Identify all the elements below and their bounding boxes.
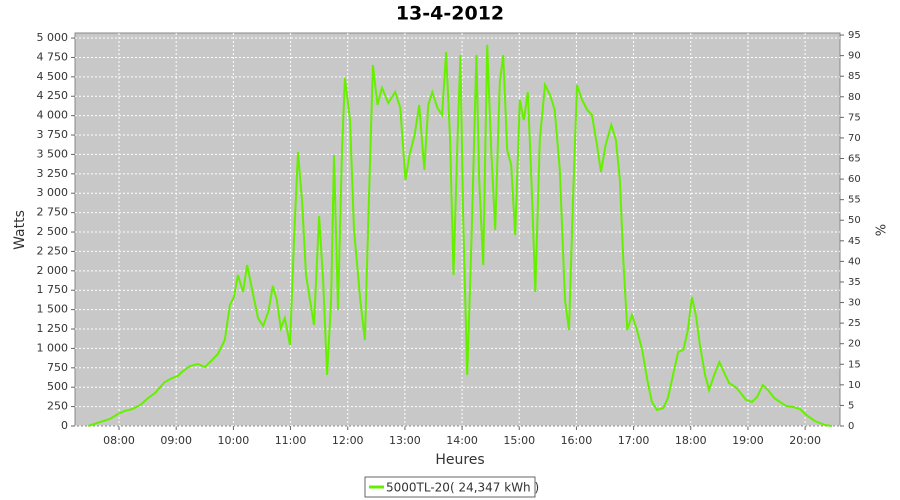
y-tick-label: 1 000 [37, 341, 69, 354]
y2-tick-label: 45 [848, 236, 861, 247]
y-tick-label: 750 [47, 361, 68, 374]
y2-tick-label: 0 [848, 421, 854, 432]
x-tick-label: 08:00 [103, 434, 135, 447]
y2-tick-label: 90 [848, 51, 861, 62]
series-line [87, 44, 833, 427]
x-axis-label: Heures [435, 452, 484, 468]
y-tick-label: 2 500 [37, 225, 69, 238]
legend [364, 476, 536, 498]
y2-tick-label: 95 [848, 30, 861, 41]
y2-tick-label: 65 [848, 154, 861, 165]
x-tick-label: 09:00 [160, 434, 192, 447]
x-tick-label: 20:00 [789, 434, 821, 447]
x-tick-label: 11:00 [275, 434, 307, 447]
y2-axis-label: % [875, 224, 890, 236]
y-tick-label: 4 500 [37, 70, 69, 83]
y-tick-label: 3 000 [37, 186, 69, 199]
y2-tick-label: 35 [848, 277, 861, 288]
y2-tick-label: 25 [848, 318, 861, 329]
y2-tick-label: 75 [848, 112, 861, 123]
y-tick-label: 3 500 [37, 147, 69, 160]
x-tick-label: 13:00 [389, 434, 421, 447]
x-tick-label: 15:00 [503, 434, 535, 447]
plot-area [74, 32, 841, 427]
y2-tick-label: 50 [848, 215, 861, 226]
y-tick-label: 0 [61, 419, 68, 432]
y-tick-label: 250 [47, 400, 68, 413]
chart-title: 13-4-2012 [396, 3, 504, 25]
y-tick-label: 2 000 [37, 264, 69, 277]
x-tick-label: 14:00 [446, 434, 478, 447]
y-tick-label: 1 750 [37, 283, 69, 296]
y2-tick-label: 40 [848, 256, 861, 267]
y-tick-label: 4 750 [37, 50, 69, 63]
y2-tick-label: 5 [848, 400, 854, 411]
y2-tick-label: 55 [848, 195, 861, 206]
y-tick-label: 3 750 [37, 128, 69, 141]
legend-label: 5000TL-20( 24,347 kWh ) [386, 481, 539, 495]
y2-tick-label: 60 [848, 174, 861, 185]
y2-tick-label: 15 [848, 359, 861, 370]
x-tick-label: 17:00 [618, 434, 650, 447]
x-tick-label: 19:00 [732, 434, 764, 447]
y-tick-label: 2 750 [37, 206, 69, 219]
y-tick-label: 1 500 [37, 303, 69, 316]
y-tick-label: 4 000 [37, 109, 69, 122]
y-tick-label: 1 250 [37, 322, 69, 335]
y2-tick-label: 30 [848, 298, 861, 309]
y2-tick-label: 10 [848, 380, 861, 391]
y2-tick-label: 70 [848, 133, 861, 144]
y2-tick-label: 20 [848, 339, 861, 350]
y2-tick-label: 85 [848, 71, 861, 82]
y2-tick-label: 80 [848, 92, 861, 103]
x-tick-label: 12:00 [332, 434, 364, 447]
y-axis-label: Watts [12, 210, 28, 250]
x-tick-label: 18:00 [675, 434, 707, 447]
y-tick-label: 5 000 [37, 31, 69, 44]
x-tick-label: 10:00 [218, 434, 250, 447]
y-tick-label: 3 250 [37, 167, 69, 180]
y-tick-label: 4 250 [37, 89, 69, 102]
y-tick-label: 500 [47, 380, 68, 393]
x-tick-label: 16:00 [561, 434, 593, 447]
y-tick-label: 2 250 [37, 244, 69, 257]
